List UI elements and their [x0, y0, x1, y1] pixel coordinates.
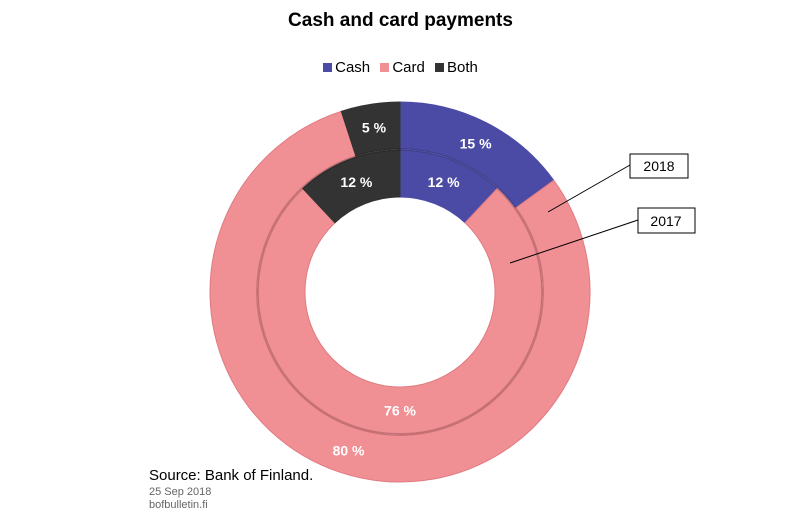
legend: Cash Card Both [0, 59, 801, 76]
callout-label-2017: 2017 [650, 213, 681, 229]
legend-swatch-cash [323, 63, 333, 72]
chart-title: Cash and card payments [288, 10, 513, 31]
legend-item-both: Both [435, 59, 478, 76]
legend-swatch-both [435, 63, 445, 72]
slice-label-2017-both: 12 % [340, 174, 372, 190]
slice-2018-both [340, 101, 401, 157]
slice-label-2018-both: 5 % [362, 120, 387, 136]
ring-separator [256, 148, 544, 436]
doughnut-rings [209, 101, 591, 483]
callout-line-2018 [547, 164, 631, 213]
callout-box-2017 [637, 207, 696, 234]
slice-label-2017-card: 76 % [384, 403, 416, 419]
callout-label-2018: 2018 [643, 158, 674, 174]
legend-label-cash: Cash [335, 59, 371, 76]
callout-line-2017 [509, 219, 639, 264]
legend-swatch-card [380, 63, 390, 72]
legend-label-both: Both [447, 59, 478, 76]
callout-box-2018 [629, 153, 689, 179]
publication-date: 25 Sep 2018 [149, 486, 212, 498]
slice-2018-card [209, 110, 591, 483]
slice-2017-both [302, 149, 401, 224]
legend-item-card: Card [380, 59, 425, 76]
legend-item-cash: Cash [323, 59, 370, 76]
site-url: bofbulletin.fi [149, 499, 208, 511]
slice-label-2018-cash: 15 % [460, 136, 492, 152]
legend-label-card: Card [392, 59, 425, 76]
slice-labels: 15 % 80 % 5 % 12 % 76 % 12 % [333, 120, 493, 459]
slice-label-2017-cash: 12 % [428, 174, 460, 190]
series-callouts: 2018 2017 [509, 153, 696, 264]
source-note: Source: Bank of Finland. [149, 467, 314, 484]
slice-2017-card [257, 187, 543, 435]
slice-label-2018-card: 80 % [333, 442, 365, 458]
